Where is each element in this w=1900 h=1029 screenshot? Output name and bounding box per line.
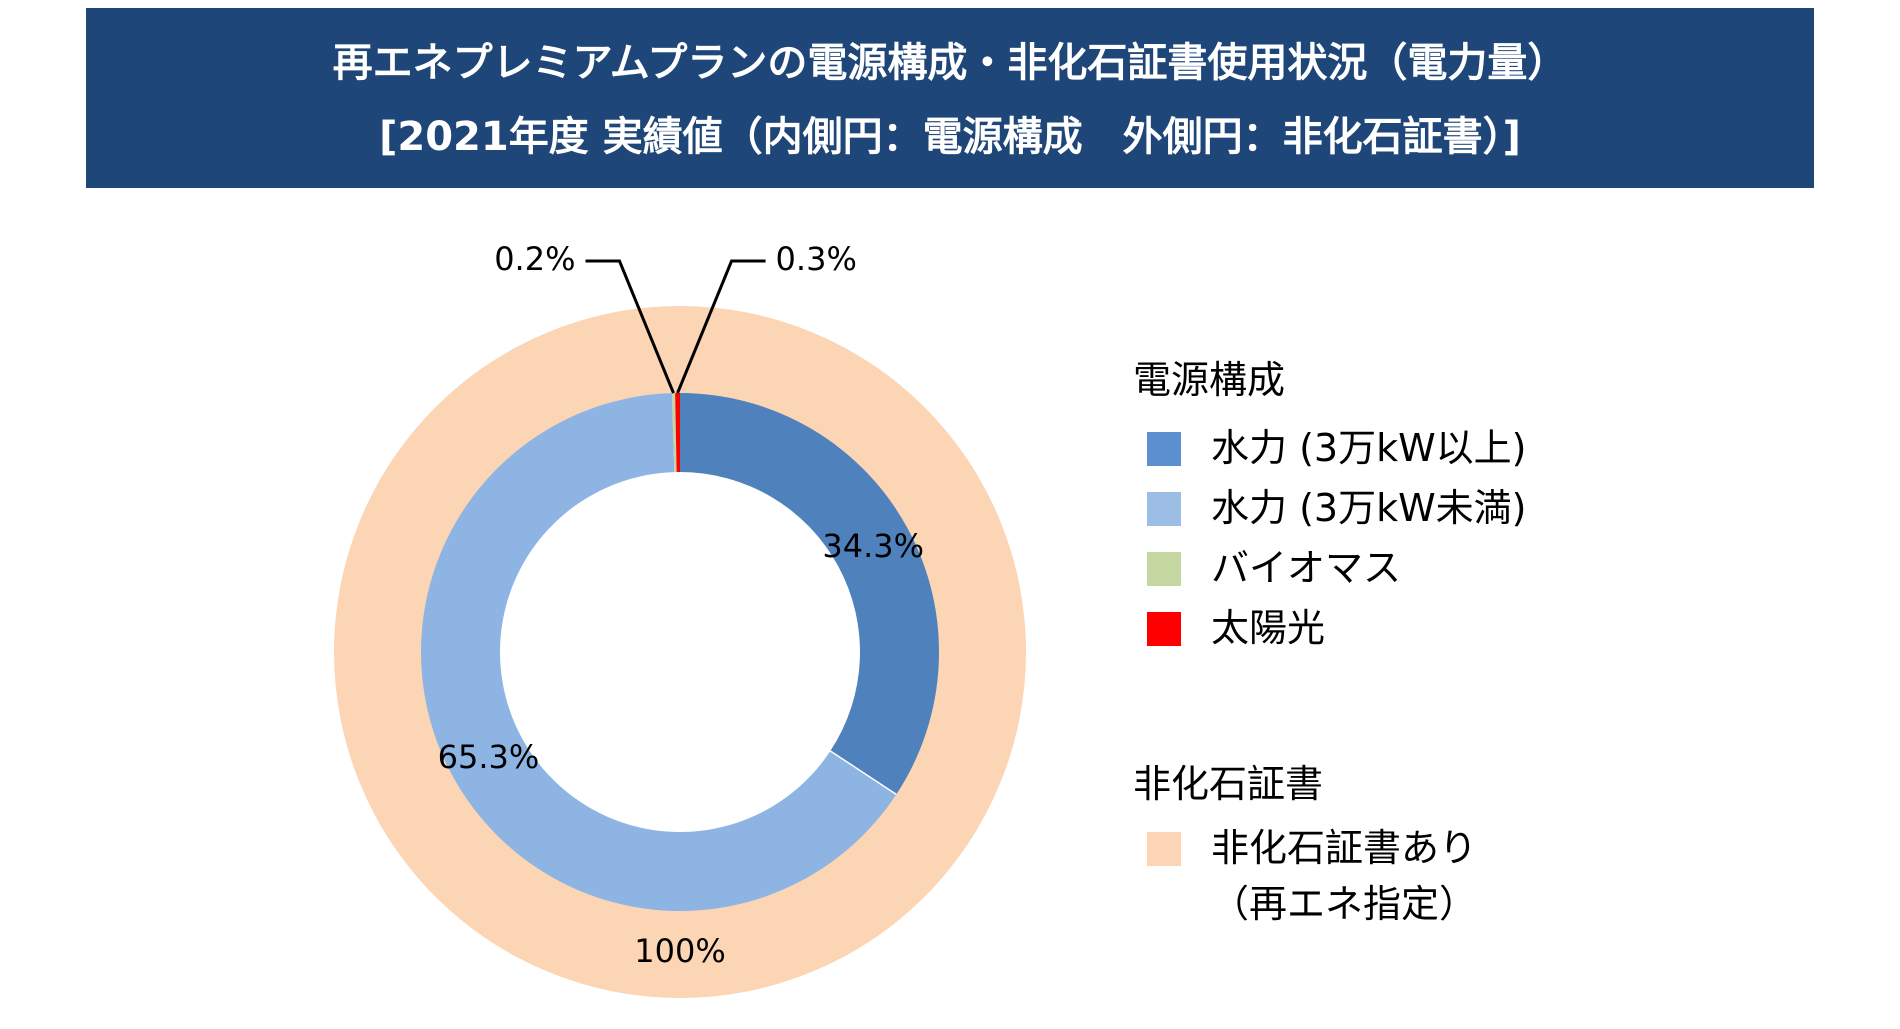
slice-separator	[829, 750, 897, 796]
legend-swatch-biomass	[1147, 552, 1181, 586]
legend-label-biomass: バイオマス	[1211, 546, 1402, 590]
legend-swatch-solar	[1147, 612, 1181, 646]
outer-ring-value-label: 100%	[634, 932, 725, 970]
legend-swatch-hydro-small	[1147, 492, 1181, 526]
legend-label-solar: 太陽光	[1211, 606, 1326, 650]
inner-ring-slice	[671, 393, 677, 473]
legend-title-power-source: 電源構成	[1133, 358, 1286, 402]
chart-header: 再エネプレミアムプランの電源構成・非化石証書使用状況（電力量） [2021年度 …	[86, 8, 1814, 188]
small-slice-value-label: 0.2%	[494, 240, 575, 278]
legend-swatch-hydro-large	[1147, 432, 1181, 466]
inner-ring-slice	[675, 393, 680, 473]
legend-label-certificate-note: （再エネ指定）	[1211, 882, 1478, 926]
inner-ring-slice	[421, 393, 897, 911]
chart-subtitle: [2021年度 実績値（内側円：電源構成 外側円：非化石証書）]	[379, 114, 1521, 160]
legend-label-hydro-large: 水力 (3万kW以上)	[1211, 426, 1527, 470]
small-slice-value-label: 0.3%	[776, 240, 857, 278]
inner-slice-value-label: 65.3%	[438, 738, 540, 776]
leader-line	[585, 259, 675, 394]
legend-label-hydro-small: 水力 (3万kW未満)	[1211, 486, 1527, 530]
legend-label-certificate: 非化石証書あり	[1211, 826, 1478, 870]
inner-slice-value-label: 34.3%	[822, 527, 924, 565]
legend-swatch-certificate	[1147, 832, 1181, 866]
inner-ring-slice	[680, 393, 939, 795]
legend-title-certificate: 非化石証書	[1133, 762, 1324, 806]
chart-title: 再エネプレミアムプランの電源構成・非化石証書使用状況（電力量）	[332, 40, 1568, 86]
leader-line	[676, 259, 766, 394]
